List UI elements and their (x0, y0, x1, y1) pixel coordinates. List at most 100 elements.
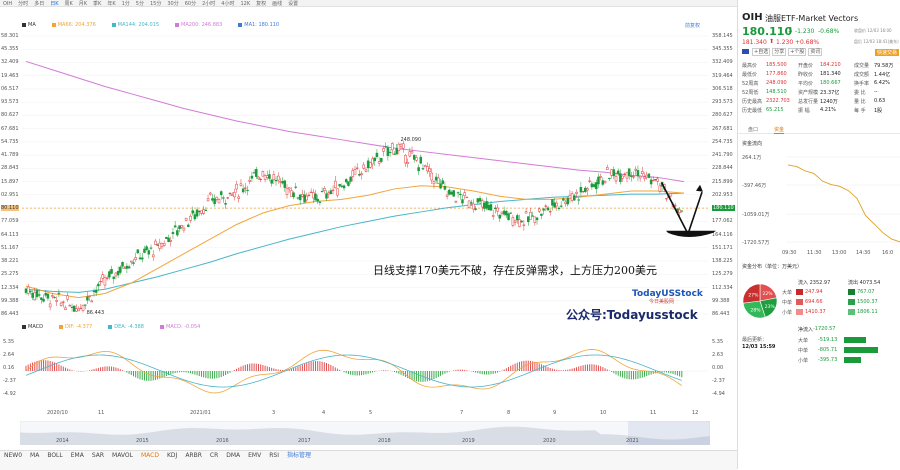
action-button[interactable]: +自选 (752, 48, 771, 56)
candle (489, 201, 493, 211)
flow-y-label: 264.1万 (742, 155, 761, 161)
indicator-tab[interactable]: MA (30, 452, 40, 459)
action-button[interactable]: 资讯 (808, 48, 823, 56)
indicator-tab[interactable]: EMA (70, 452, 84, 459)
candle (266, 170, 269, 180)
candle (73, 305, 76, 312)
toolbar-item[interactable]: 多日 (34, 1, 45, 7)
candle (276, 172, 280, 184)
y-tick-label: 164.116 (712, 231, 733, 238)
candle (469, 199, 473, 207)
toolbar-item[interactable]: 周K (64, 1, 73, 7)
candle (500, 211, 504, 217)
y-tick-label: 93.573 (1, 99, 19, 106)
toolbar-item[interactable]: 画线 (272, 1, 283, 7)
candle (404, 154, 407, 167)
candle (623, 172, 627, 177)
tab-capital[interactable]: 资金 (774, 127, 785, 134)
indicator-tab[interactable]: RSI (269, 452, 279, 459)
indicator-tab[interactable]: EMV (248, 452, 262, 459)
x-tick-label: 10 (600, 410, 607, 416)
net-row-label: 中单 (798, 348, 809, 354)
tab-orderbook[interactable]: 盘口 (748, 127, 759, 133)
toolbar-item[interactable]: 季K (93, 1, 102, 7)
candle (588, 176, 591, 184)
candle (79, 303, 83, 310)
candle (195, 207, 199, 219)
toolbar-item[interactable]: 15分 (149, 1, 162, 7)
quick-trade-button[interactable]: 快速交易 (875, 49, 900, 56)
outflow-bar (848, 289, 855, 295)
navigator-window[interactable] (628, 421, 710, 445)
toolbar-item[interactable]: 4小时 (221, 1, 235, 7)
y-tick-label: 280.627 (712, 112, 733, 119)
candle (70, 303, 74, 312)
candle (669, 193, 673, 198)
candle (434, 172, 438, 184)
candle (406, 158, 409, 168)
toolbar-item[interactable]: 分时 (18, 1, 29, 7)
x-tick-label: 11 (98, 410, 105, 416)
toolbar-item[interactable]: 2小时 (202, 1, 216, 7)
action-button[interactable]: 分享 (772, 48, 787, 56)
macd-chart[interactable] (0, 330, 737, 410)
candle (173, 220, 177, 228)
candle (200, 210, 203, 216)
stat-value: 2322.703 (766, 98, 790, 104)
y-tick-label: 151.171 (712, 244, 733, 251)
y-tick-label: 177.062 (712, 218, 733, 225)
toolbar-item[interactable]: 5分 (135, 1, 144, 7)
indicator-tab[interactable]: 指标管理 (286, 452, 311, 459)
indicator-tab[interactable]: MAVOL (112, 452, 133, 459)
up-arrow-icon: ⬆ (769, 38, 775, 45)
toolbar-item[interactable]: 复权 (256, 1, 267, 7)
stat-value: 184.210 (820, 62, 841, 68)
indicator-tab[interactable]: BOLL (47, 452, 63, 459)
indicator-tab[interactable]: CR (209, 452, 219, 459)
candle (219, 190, 223, 200)
prev-adjust-button[interactable]: 前复权 (685, 23, 701, 29)
candle (419, 154, 423, 165)
candle (417, 164, 420, 176)
indicator-tab[interactable]: MACD (140, 452, 159, 459)
toolbar-item[interactable]: OIH (3, 1, 13, 7)
candle (274, 176, 278, 186)
stat-label: 委 比 (854, 90, 866, 96)
year-navigator[interactable] (20, 421, 710, 445)
candle (371, 156, 374, 170)
toolbar-item[interactable]: 12K (240, 1, 251, 7)
toolbar-item[interactable]: 30分 (167, 1, 179, 7)
candle (680, 210, 684, 213)
price-chart[interactable]: 248.090 86.443 (0, 28, 737, 323)
candle (224, 199, 227, 209)
indicator-tab[interactable]: NEW0 (4, 452, 23, 459)
dif-line (25, 349, 683, 394)
macd-legend: MACD DIF: -4.377 DEA: -4.388 MACD: -0.054 (22, 324, 216, 330)
indicator-tab[interactable]: SAR (91, 452, 105, 459)
inflow-value: 247.94 (805, 289, 823, 295)
candle (178, 225, 181, 233)
toolbar-item[interactable]: 设置 (288, 1, 299, 7)
candle (320, 187, 324, 193)
candle (505, 209, 508, 219)
toolbar-item[interactable]: 月K (78, 1, 88, 7)
candle (559, 201, 563, 209)
indicator-tab[interactable]: ARBR (185, 452, 202, 459)
toolbar-item[interactable]: 日K (50, 1, 59, 7)
candle (445, 190, 449, 200)
toolbar-item[interactable]: 年K (107, 1, 116, 7)
indicator-tab[interactable]: DMA (226, 452, 241, 459)
stat-value: 4.21% (820, 107, 836, 113)
candle (599, 173, 602, 181)
indicator-tab[interactable]: KDJ (166, 452, 178, 459)
action-button[interactable]: +个股 (788, 48, 807, 56)
candle (573, 193, 576, 201)
toolbar-item[interactable]: 1分 (121, 1, 130, 7)
flow-chart[interactable]: 264.1万 -397.46万 -1059.01万 -1720.57万 09:30 11:… (738, 148, 900, 258)
legend-swatch (22, 324, 26, 329)
candle (586, 186, 589, 196)
x-tick-label: 2021/01 (190, 410, 211, 416)
toolbar-item[interactable]: 60分 (184, 1, 197, 7)
candle (603, 180, 607, 184)
year-label: 2014 (56, 438, 69, 444)
